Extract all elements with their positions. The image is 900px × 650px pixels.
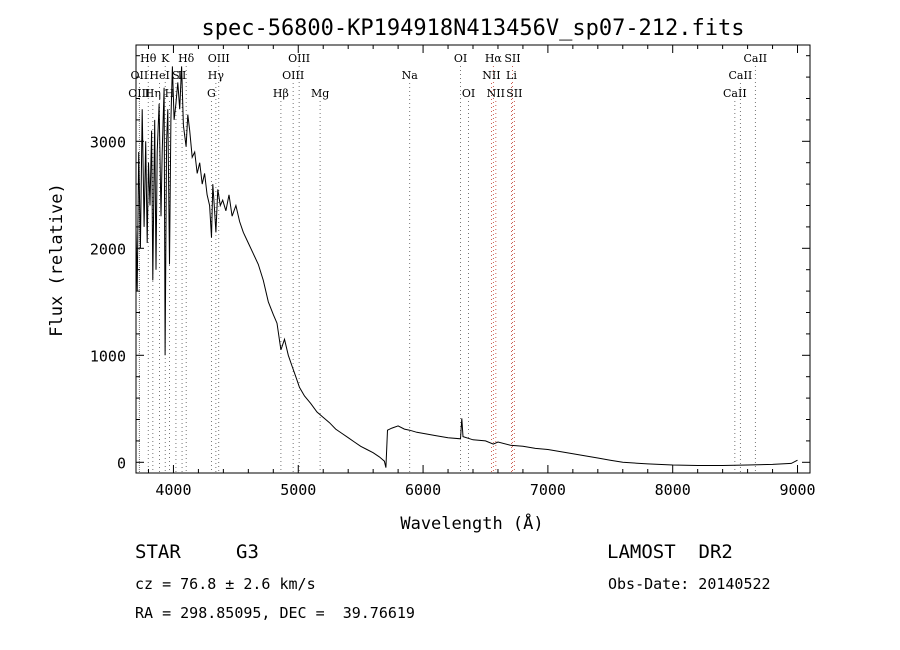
y-tick-label: 1000	[90, 347, 126, 365]
x-tick-label: 6000	[405, 481, 441, 499]
axes: 4000 5000 6000 7000 8000 9000 0 1000 2000 3000	[90, 45, 816, 499]
line-marker-label: H	[165, 87, 175, 100]
line-marker-label: Mg	[311, 87, 329, 100]
object-class: STAR	[135, 541, 181, 563]
line-marker-label: Li	[506, 69, 517, 82]
line-marker-label: NII	[487, 87, 505, 100]
x-tick-label: 8000	[655, 481, 691, 499]
spectrum-line	[135, 66, 798, 468]
x-tick-label: 9000	[779, 481, 815, 499]
line-marker-label: NII	[482, 69, 500, 82]
x-axis-label: Wavelength (Å)	[400, 512, 543, 534]
redshift-cz: cz = 76.8 ± 2.6 km/s	[135, 575, 316, 593]
line-marker-label: Hδ	[178, 52, 195, 65]
line-marker-label: SII	[504, 52, 520, 65]
obs-date: Obs-Date: 20140522	[608, 575, 771, 593]
line-marker-label: OIII	[288, 52, 310, 65]
chart-title: spec-56800-KP194918N413456V_sp07-212.fit…	[201, 16, 744, 41]
line-marker-label: Hη	[145, 87, 161, 100]
line-marker-label: SII	[506, 87, 522, 100]
line-marker-label: Na	[402, 69, 419, 82]
line-marker-label: S	[172, 69, 180, 82]
line-marker-label: G	[207, 87, 216, 100]
x-tick-label: 7000	[530, 481, 566, 499]
x-tick-label: 5000	[280, 481, 316, 499]
y-tick-label: 3000	[90, 133, 126, 151]
line-marker-label: Hα	[485, 52, 503, 65]
y-tick-label: 2000	[90, 240, 126, 258]
x-tick-label: 4000	[155, 481, 191, 499]
line-marker-label: K	[161, 52, 170, 65]
y-tick-label: 0	[117, 454, 126, 472]
line-marker-label: OI	[462, 87, 475, 100]
line-marker-label: CaII	[743, 52, 767, 65]
line-marker-label: HeI	[149, 69, 169, 82]
line-marker-label: CaII	[723, 87, 747, 100]
line-marker-label: OII	[131, 69, 149, 82]
line-marker-label: CaII	[729, 69, 753, 82]
object-subclass: G3	[236, 541, 259, 563]
survey-name: LAMOST DR2	[607, 541, 733, 563]
line-marker-label: OIII	[128, 87, 150, 100]
line-marker-label: OIII	[282, 69, 304, 82]
line-marker-label: Hγ	[208, 69, 225, 82]
line-marker-label: OI	[454, 52, 467, 65]
coordinates: RA = 298.85095, DEC = 39.76619	[135, 604, 415, 622]
line-marker-label: Hθ	[140, 52, 157, 65]
plot-frame	[135, 44, 811, 474]
line-marker-label: Hβ	[273, 87, 289, 100]
line-marker-label: OIII	[208, 52, 230, 65]
y-axis-label: Flux (relative)	[47, 183, 67, 337]
